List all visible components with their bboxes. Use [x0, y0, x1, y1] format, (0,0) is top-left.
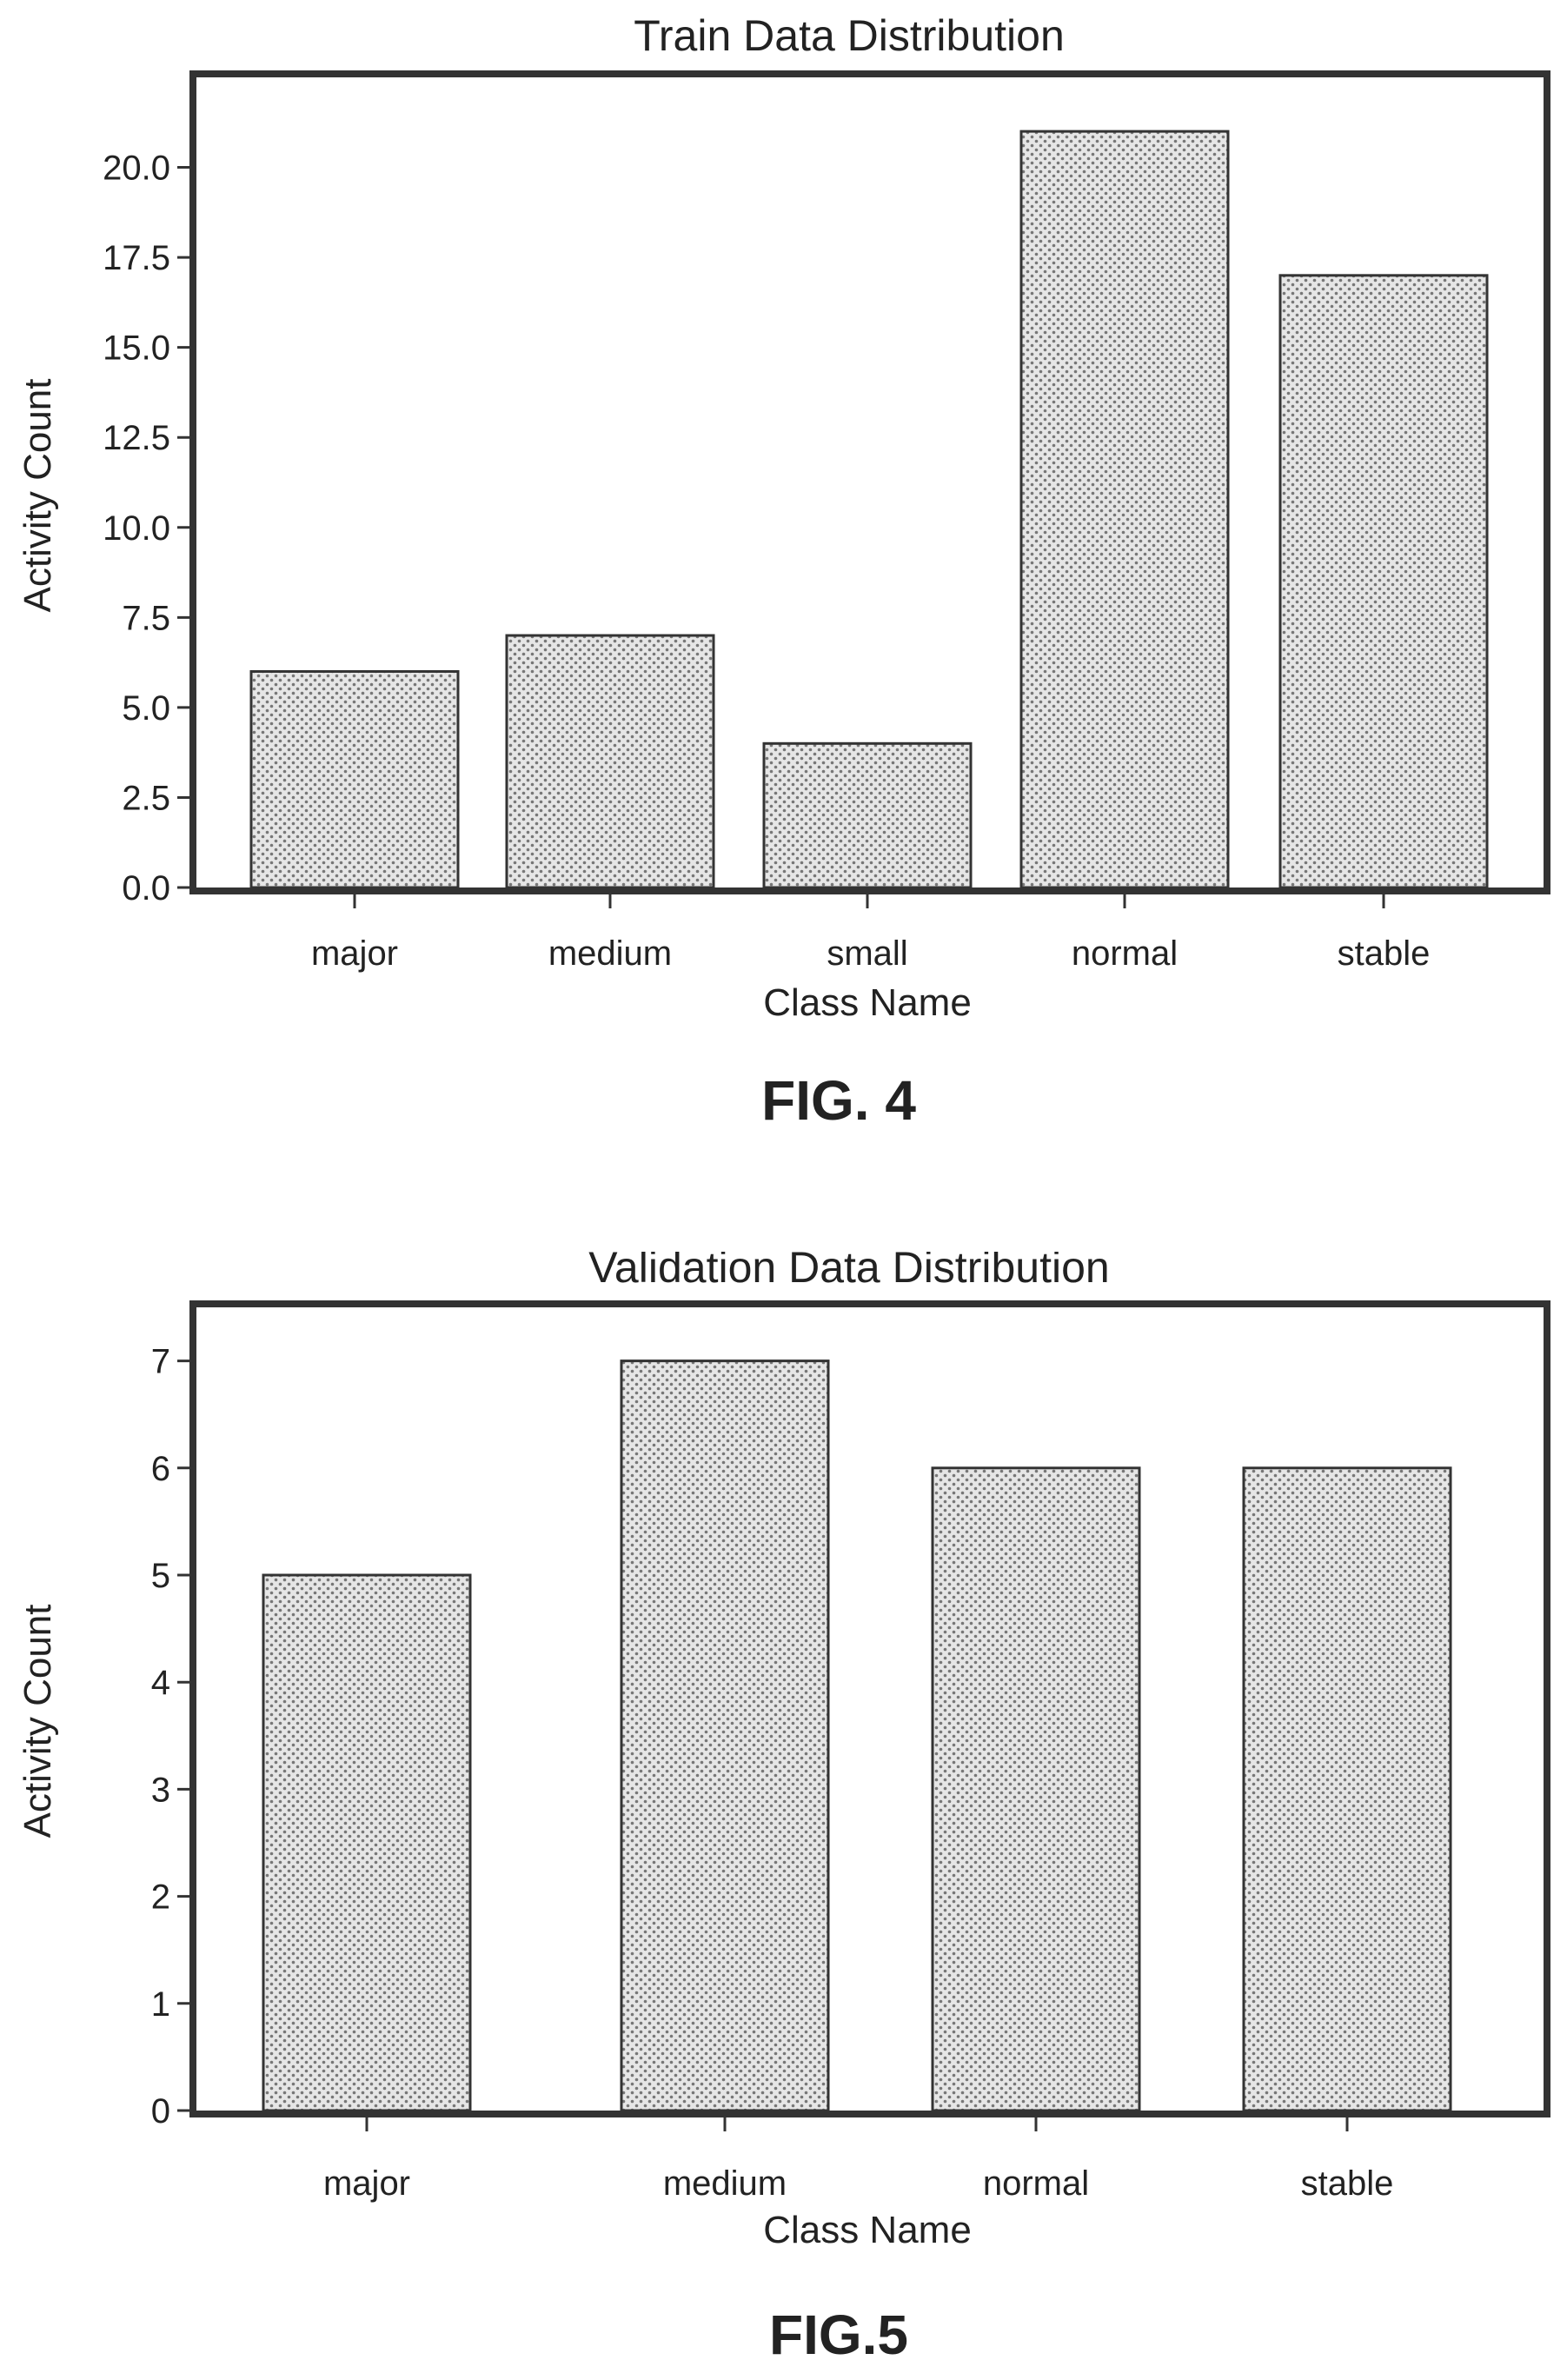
- y-tick-label: 17.5: [103, 239, 170, 277]
- y-tick-label: 10.0: [103, 509, 170, 548]
- y-tick-label: 5: [151, 1557, 170, 1595]
- plot-frame: [189, 1300, 1550, 2117]
- x-axis-label: Class Name: [763, 2209, 972, 2251]
- y-tick-label: 4: [151, 1664, 170, 1702]
- x-tick-label-major: major: [311, 934, 398, 973]
- bar-normal: [931, 1466, 1141, 2112]
- y-tick-label: 3: [151, 1771, 170, 1809]
- bar-stable: [1278, 274, 1489, 889]
- figure-label: FIG. 4: [761, 1069, 916, 1132]
- plot-frame: [189, 70, 1550, 894]
- chart-title: Validation Data Distribution: [588, 1252, 1109, 1292]
- y-axis-label: Activity Count: [17, 1605, 59, 1838]
- x-tick-label-major: major: [323, 2164, 410, 2203]
- x-tick-label-normal: normal: [1072, 934, 1178, 973]
- y-tick-label: 7: [151, 1343, 170, 1381]
- x-axis-label: Class Name: [763, 981, 972, 1024]
- bar-medium: [620, 1360, 830, 2112]
- y-tick-label: 2.5: [122, 779, 170, 817]
- y-tick-label: 0.0: [122, 869, 170, 907]
- x-tick-label-stable: stable: [1338, 934, 1431, 973]
- y-tick-label: 15.0: [103, 329, 170, 368]
- bar-normal: [1019, 130, 1230, 889]
- bar-medium: [505, 634, 715, 889]
- y-axis-ticks: 0.0 2.5 5.0 7.5 10.0 12.5 15.0 17.5 20.0: [103, 150, 193, 907]
- train-data-chart: Train Data Distribution 0.0 2.5 5.0 7.5 10.0…: [17, 11, 1550, 1132]
- x-tick-label-medium: medium: [663, 2164, 787, 2203]
- x-axis-ticks: major medium small normal stable: [311, 891, 1430, 973]
- bar-small: [762, 741, 973, 889]
- validation-data-chart: Validation Data Distribution 0 1 2 3 4 5 6 7 ma…: [17, 1252, 1550, 2366]
- y-tick-label: 2: [151, 1878, 170, 1917]
- x-tick-label-medium: medium: [548, 934, 672, 973]
- y-tick-label: 6: [151, 1450, 170, 1488]
- y-tick-label: 0: [151, 2092, 170, 2131]
- y-tick-label: 7.5: [122, 599, 170, 637]
- bar-stable: [1242, 1466, 1452, 2112]
- bar-major: [262, 1573, 472, 2112]
- bar-group: [249, 130, 1489, 889]
- x-tick-label-small: small: [827, 934, 907, 973]
- y-tick-label: 12.5: [103, 419, 170, 457]
- x-tick-label-stable: stable: [1301, 2164, 1394, 2203]
- y-axis-label: Activity Count: [17, 379, 59, 613]
- figure-label: FIG.5: [769, 2304, 908, 2366]
- y-tick-label: 20.0: [103, 150, 170, 188]
- y-tick-label: 1: [151, 1985, 170, 2024]
- x-tick-label-normal: normal: [983, 2164, 1089, 2203]
- chart-title: Train Data Distribution: [634, 11, 1065, 60]
- bar-group: [262, 1360, 1452, 2112]
- y-tick-label: 5.0: [122, 689, 170, 728]
- y-axis-ticks: 0 1 2 3 4 5 6 7: [151, 1343, 193, 2131]
- bar-major: [249, 669, 460, 889]
- x-axis-ticks: major medium normal stable: [323, 2114, 1393, 2203]
